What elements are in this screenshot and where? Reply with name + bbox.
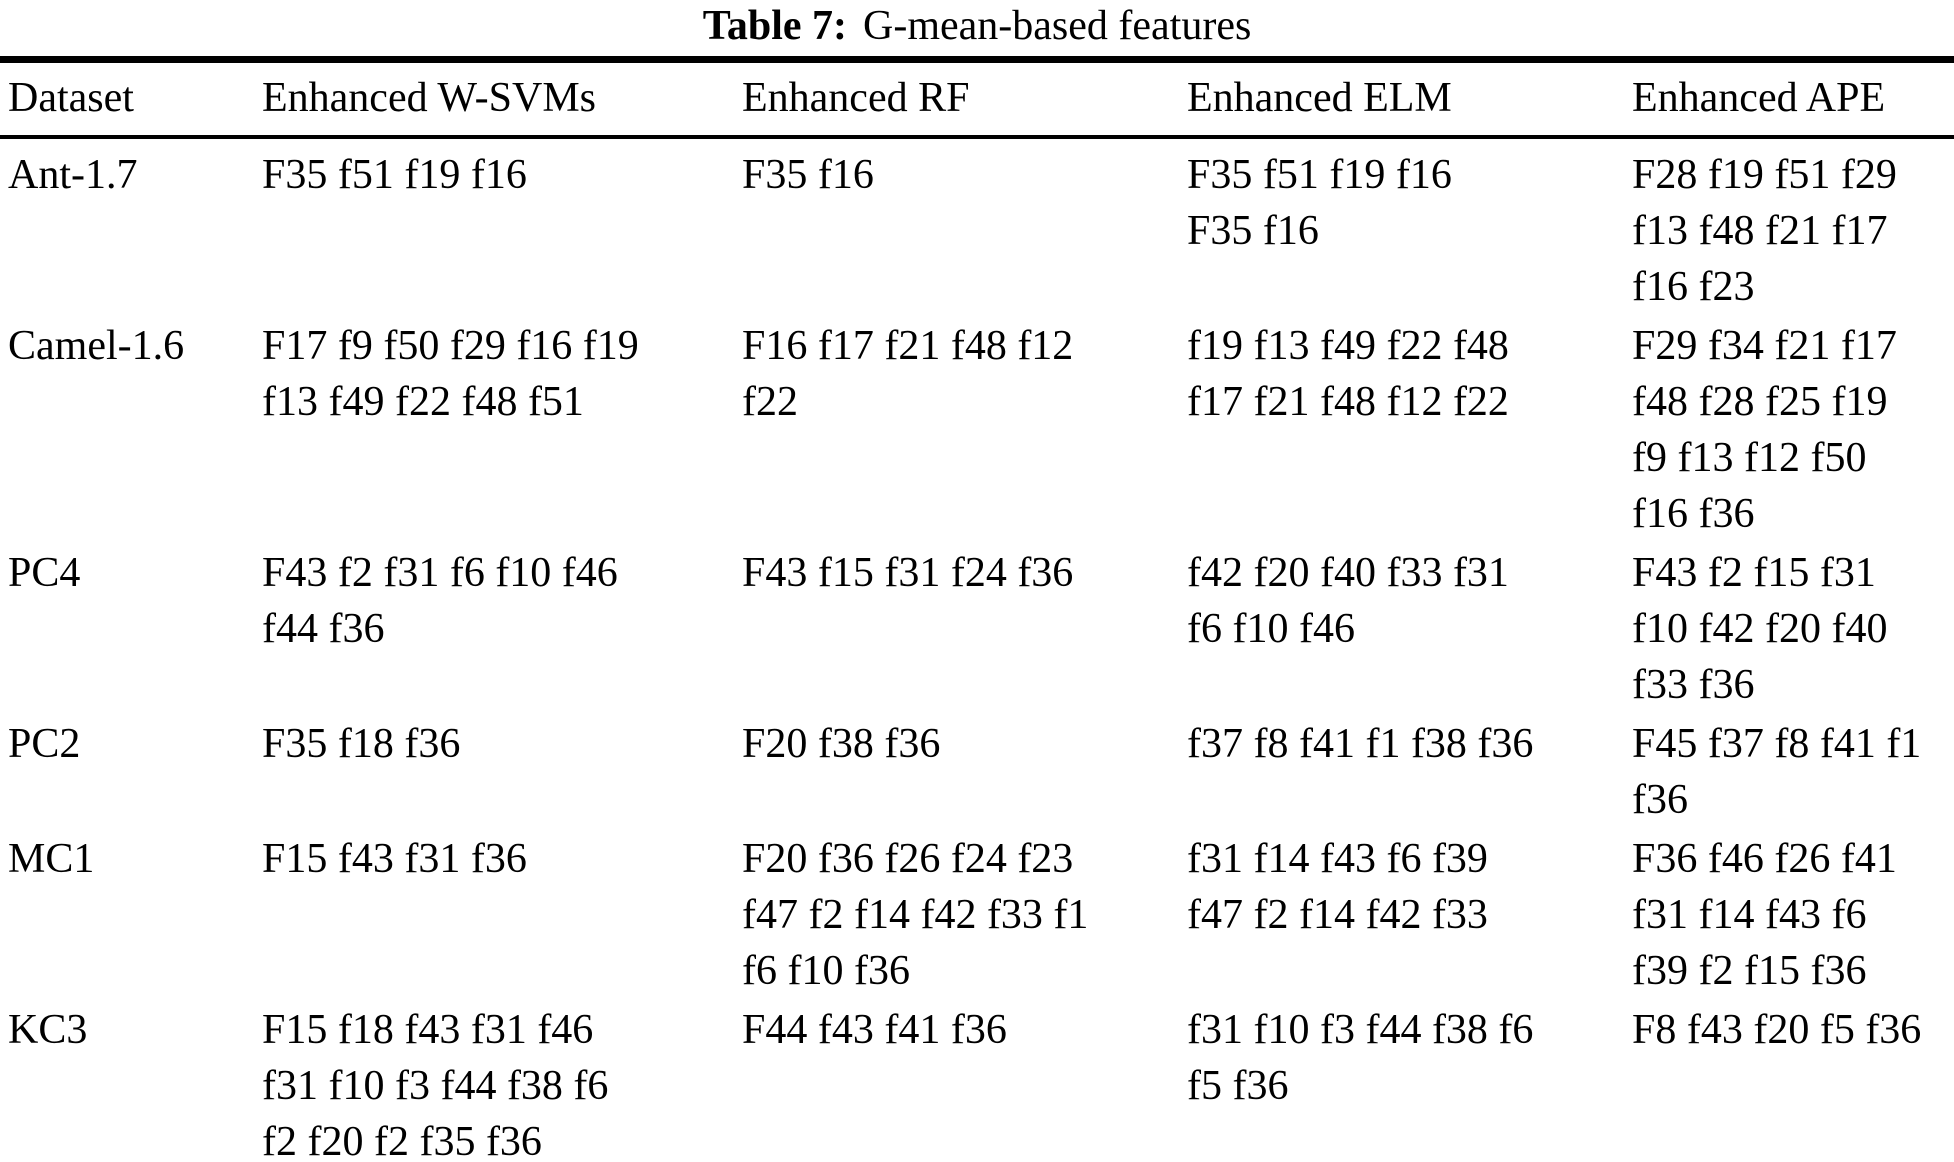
dataset-cell: Camel-1.6 bbox=[8, 323, 185, 369]
table-row-pc4: PC4 F43 f2 f31 f6 f10 f46 f44 f36 F43 f1… bbox=[0, 545, 1954, 716]
elm-features-cell: f19 f13 f49 f22 f48 f17 f21 f48 f12 f22 bbox=[1187, 323, 1509, 425]
rf-features-cell: F35 f16 bbox=[742, 152, 874, 198]
wsvms-features-cell: F17 f9 f50 f29 f16 f19 f13 f49 f22 f48 f… bbox=[262, 323, 639, 425]
ape-features-cell: F43 f2 f15 f31 f10 f42 f20 f40 f33 f36 bbox=[1632, 550, 1888, 708]
dataset-cell: PC4 bbox=[8, 550, 81, 596]
gmean-features-table: Dataset Enhanced W-SVMs Enhanced RF Enha… bbox=[0, 56, 1954, 1162]
table-caption-label: Table 7: bbox=[702, 3, 848, 49]
col-header-dataset: Dataset bbox=[0, 59, 262, 139]
wsvms-features-cell: F35 f18 f36 bbox=[262, 721, 461, 767]
ape-features-cell: F45 f37 f8 f41 f1 f36 bbox=[1632, 721, 1922, 823]
ape-features-cell: F8 f43 f20 f5 f36 bbox=[1632, 1007, 1922, 1053]
table-row-mc1: MC1 F15 f43 f31 f36 F20 f36 f26 f24 f23 … bbox=[0, 831, 1954, 1002]
table-caption: Table 7: G-mean-based features bbox=[0, 0, 1954, 50]
wsvms-features-cell: F15 f18 f43 f31 f46 f31 f10 f3 f44 f38 f… bbox=[262, 1007, 609, 1162]
dataset-cell: MC1 bbox=[8, 836, 95, 882]
col-header-enhanced-elm: Enhanced ELM bbox=[1187, 59, 1632, 139]
rf-features-cell: F20 f36 f26 f24 f23 f47 f2 f14 f42 f33 f… bbox=[742, 836, 1089, 994]
rf-features-cell: F20 f38 f36 bbox=[742, 721, 941, 767]
wsvms-features-cell: F35 f51 f19 f16 bbox=[262, 152, 527, 198]
ape-features-cell: F36 f46 f26 f41 f31 f14 f43 f6 f39 f2 f1… bbox=[1632, 836, 1897, 994]
rf-features-cell: F44 f43 f41 f36 bbox=[742, 1007, 1007, 1053]
ape-features-cell: F28 f19 f51 f29 f13 f48 f21 f17 f16 f23 bbox=[1632, 152, 1897, 310]
elm-features-cell: F35 f51 f19 f16 F35 f16 bbox=[1187, 152, 1452, 254]
table-row-camel-1-6: Camel-1.6 F17 f9 f50 f29 f16 f19 f13 f49… bbox=[0, 318, 1954, 545]
col-header-enhanced-ape: Enhanced APE bbox=[1632, 59, 1954, 139]
dataset-cell: PC2 bbox=[8, 721, 81, 767]
dataset-cell: KC3 bbox=[8, 1007, 88, 1053]
elm-features-cell: f31 f10 f3 f44 f38 f6 f5 f36 bbox=[1187, 1007, 1534, 1109]
header-row: Dataset Enhanced W-SVMs Enhanced RF Enha… bbox=[0, 59, 1954, 139]
elm-features-cell: f42 f20 f40 f33 f31 f6 f10 f46 bbox=[1187, 550, 1509, 652]
rf-features-cell: F16 f17 f21 f48 f12 f22 bbox=[742, 323, 1074, 425]
table-row-kc3: KC3 F15 f18 f43 f31 f46 f31 f10 f3 f44 f… bbox=[0, 1002, 1954, 1162]
wsvms-features-cell: F15 f43 f31 f36 bbox=[262, 836, 527, 882]
table-caption-text: G-mean-based features bbox=[863, 3, 1252, 49]
elm-features-cell: f37 f8 f41 f1 f38 f36 bbox=[1187, 721, 1534, 767]
col-header-enhanced-wsvms: Enhanced W-SVMs bbox=[262, 59, 742, 139]
elm-features-cell: f31 f14 f43 f6 f39 f47 f2 f14 f42 f33 bbox=[1187, 836, 1488, 938]
table-row-ant-1-7: Ant-1.7 F35 f51 f19 f16 F35 f16 F35 f51 … bbox=[0, 137, 1954, 318]
wsvms-features-cell: F43 f2 f31 f6 f10 f46 f44 f36 bbox=[262, 550, 618, 652]
dataset-cell: Ant-1.7 bbox=[8, 152, 138, 198]
table-row-pc2: PC2 F35 f18 f36 F20 f38 f36 f37 f8 f41 f… bbox=[0, 716, 1954, 831]
col-header-enhanced-rf: Enhanced RF bbox=[742, 59, 1187, 139]
ape-features-cell: F29 f34 f21 f17 f48 f28 f25 f19 f9 f13 f… bbox=[1632, 323, 1897, 537]
rf-features-cell: F43 f15 f31 f24 f36 bbox=[742, 550, 1074, 596]
